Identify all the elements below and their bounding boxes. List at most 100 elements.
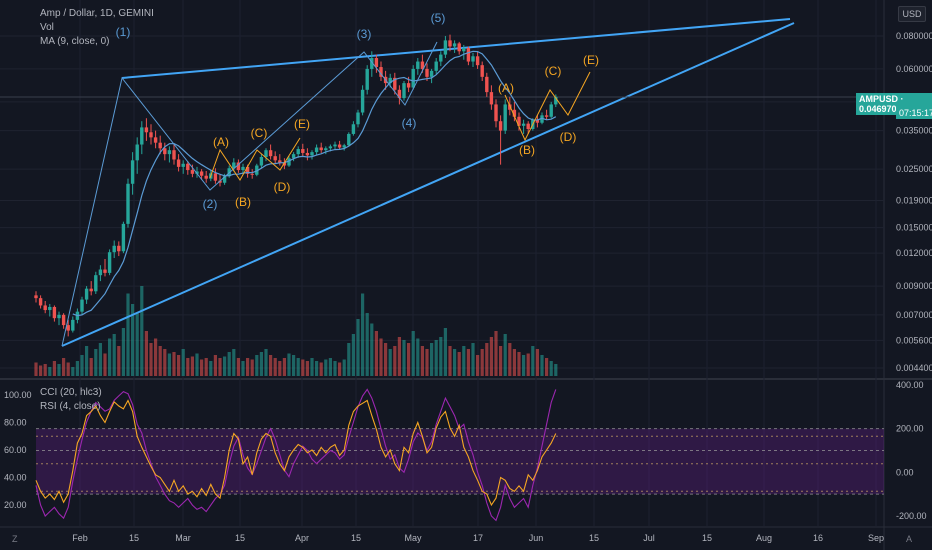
volume-bar (434, 340, 438, 376)
symbol-title[interactable]: Amp / Dollar, 1D, GEMINI (40, 8, 154, 19)
candle-body (291, 154, 296, 159)
wave-label-blue: (5) (431, 11, 446, 25)
wave-label-orange: (C) (545, 64, 562, 78)
volume-bar (554, 364, 558, 376)
rsi-tick-label: 20.00 (4, 500, 27, 510)
candle-body (508, 104, 512, 110)
candle-body (236, 162, 241, 171)
volume-bar (425, 349, 429, 376)
volume-bar (365, 313, 369, 376)
volume-bar (34, 362, 38, 376)
overbought-band (36, 428, 884, 495)
wave-label-blue: (1) (116, 25, 131, 39)
volume-bar (158, 346, 162, 376)
time-tick-label: Sep (868, 533, 884, 543)
candle-body (324, 148, 328, 151)
auto-scale-button[interactable]: A (906, 534, 913, 544)
candle-body (540, 115, 544, 123)
volume-bar (305, 361, 309, 376)
volume-bar (338, 362, 342, 376)
volume-bar (370, 323, 374, 376)
candle-body (360, 89, 365, 113)
candle-body (204, 175, 208, 179)
volume-bar (259, 352, 263, 376)
candle-body (255, 165, 259, 175)
ma-legend[interactable]: MA (9, close, 0) (40, 36, 110, 47)
candle-body (517, 116, 521, 126)
vol-legend[interactable]: Vol (40, 22, 54, 33)
volume-bar (342, 359, 346, 376)
candle-body (397, 89, 402, 99)
candle-body (475, 56, 480, 66)
candle-body (480, 65, 484, 77)
rsi-legend[interactable]: RSI (4, close) (40, 401, 101, 412)
candle-body (337, 144, 342, 148)
candle-body (512, 109, 517, 117)
price-tick-label: 0.080000 (896, 31, 932, 41)
candle-body (213, 173, 218, 181)
volume-bar (301, 359, 305, 376)
lower-trendline (61, 22, 795, 347)
candle-body (140, 127, 144, 145)
volume-bar (430, 343, 434, 376)
volume-bar (112, 334, 116, 376)
wave-label-orange: (B) (519, 143, 535, 157)
candle-body (264, 150, 268, 157)
candle-body (163, 148, 167, 155)
volume-bar (232, 349, 236, 376)
candle-body (429, 70, 434, 77)
volume-bar (190, 356, 194, 376)
rsi-line (35, 399, 557, 507)
volume-bar (416, 338, 420, 376)
candle-body (195, 171, 199, 174)
rsi-tick-label: 60.00 (4, 445, 27, 455)
volume-bar (333, 361, 337, 376)
volume-bar (282, 358, 286, 376)
volume-bar (227, 352, 231, 376)
wave-label-orange: (A) (213, 135, 229, 149)
cci-tick-label: 200.00 (896, 424, 924, 434)
volume-bar (388, 349, 392, 376)
candle-body (393, 77, 397, 90)
ma-line (72, 50, 557, 317)
candle-body (199, 171, 204, 176)
wave-label-orange: (E) (294, 117, 310, 131)
candle-body (356, 112, 360, 125)
candle-body (521, 123, 526, 126)
volume-bar (181, 349, 185, 376)
zoom-icon[interactable]: Z (12, 534, 18, 544)
candle-body (448, 40, 452, 47)
volume-bar (144, 331, 148, 376)
candle-body (121, 223, 126, 252)
volume-bar (535, 349, 539, 376)
candle-body (411, 68, 415, 88)
candle-body (406, 83, 411, 88)
cci-legend[interactable]: CCI (20, hlc3) (40, 387, 102, 398)
wave-label-orange: (C) (251, 126, 268, 140)
volume-bar (499, 346, 503, 376)
volume-bar (223, 356, 227, 376)
volume-bar (278, 361, 282, 376)
volume-bar (420, 346, 424, 376)
candle-body (379, 67, 383, 77)
candle-body (149, 132, 153, 138)
candle-body (176, 159, 181, 167)
candle-body (544, 115, 549, 117)
volume-bar (209, 361, 213, 376)
candle-body (135, 144, 139, 161)
candle-body (402, 83, 406, 99)
volume-bar (315, 361, 319, 376)
candle-body (498, 121, 503, 131)
volume-bar (508, 343, 512, 376)
volume-bar (393, 346, 397, 376)
currency-button[interactable]: USD (898, 6, 926, 22)
candle-body (319, 147, 323, 151)
volume-bar (246, 358, 250, 376)
volume-bar (356, 319, 360, 376)
candle-body (186, 163, 190, 171)
volume-bar (402, 340, 406, 376)
volume-bar (85, 346, 89, 376)
candle-body (420, 61, 425, 69)
